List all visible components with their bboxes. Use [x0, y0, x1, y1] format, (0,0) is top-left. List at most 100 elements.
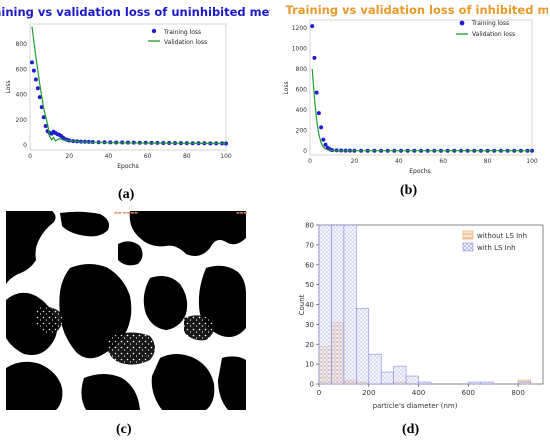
chart-b-xtick-label: 100 [526, 158, 538, 165]
chart-b-ytick-label: 400 [296, 107, 308, 114]
chart-d-xlabel: particle's diameter (nm) [373, 402, 458, 410]
black-blob [81, 374, 140, 410]
black-blob [151, 354, 215, 410]
legend-training-label: Training loss [163, 29, 201, 36]
chart-b-training-point [312, 55, 317, 60]
chart-a: Training vs validation loss of uninhibit… [0, 5, 270, 170]
chart-a-xlabel: Epochs [117, 163, 139, 170]
chart-a-ytick-label: 0 [23, 142, 27, 149]
legend-training-marker [151, 28, 157, 34]
chart-a-training-point [43, 124, 48, 129]
chart-b-training-point [310, 24, 315, 29]
annotation-label: ▬▬ ▬▬▬▬ [114, 210, 138, 215]
chart-a-xtick-label: 100 [220, 153, 232, 160]
caption-c: (c) [116, 422, 132, 437]
chart-a-series-validation-line [31, 26, 227, 145]
chart-b-xtick-label: 20 [351, 158, 359, 165]
chart-d-xtick-label: 0 [317, 389, 321, 397]
chart-d-ytick-label: 0 [310, 381, 314, 389]
chart-b-xtick-label: 0 [308, 158, 312, 165]
chart-d-ytick-label: 30 [305, 321, 314, 329]
chart-a-plot-area [29, 23, 227, 151]
chart-d-bar-with-ls [356, 308, 370, 385]
chart-b-ytick-label: 1000 [292, 46, 307, 53]
chart-b-xtick-label: 40 [395, 158, 403, 165]
chart-a-training-point [31, 68, 36, 73]
chart-a-training-point [33, 77, 38, 82]
chart-b-ytick-label: 200 [296, 127, 308, 134]
black-blob [118, 241, 143, 266]
legend-training-label: Training loss [471, 20, 509, 27]
chart-a-ytick-label: 400 [16, 92, 28, 99]
chart-b-plot-area [309, 19, 533, 156]
chart-b-training-point [323, 142, 328, 147]
chart-b-series-validation-line [311, 69, 532, 152]
chart-a-training-point [37, 95, 42, 100]
chart-a-training-point [41, 115, 46, 120]
legend-validation-label: Validation loss [164, 39, 207, 46]
chart-d-xtick-label: 800 [511, 389, 524, 397]
chart-d-xtick-label: 400 [412, 389, 425, 397]
chart-d-bar-with-ls [380, 371, 394, 385]
speckled-region [107, 332, 155, 365]
chart-d-ytick-label: 20 [305, 341, 314, 349]
chart-a-ylabel: Loss [5, 80, 12, 93]
chart-d-ytick-label: 10 [305, 361, 314, 369]
chart-b-ytick-label: 1200 [292, 25, 307, 32]
chart-b-xlabel: Epochs [409, 168, 431, 175]
chart-d-bar-with-ls [480, 381, 494, 385]
chart-b-ytick-label: 0 [303, 148, 307, 155]
chart-b: Training vs validation loss of inhibited… [283, 3, 548, 175]
chart-d-xtick-label: 600 [462, 389, 475, 397]
chart-a-ytick-label: 800 [16, 41, 28, 48]
black-blob [143, 276, 188, 330]
chart-d-ylabel: Count [298, 294, 306, 315]
chart-d-bar-with-ls [405, 375, 419, 385]
chart-a-xtick-label: 80 [183, 153, 191, 160]
legend-swatch-orange [462, 230, 474, 240]
chart-d-ytick-label: 70 [305, 241, 314, 249]
chart-a-xtick-label: 60 [144, 153, 152, 160]
chart-d-bar-with-ls [517, 381, 531, 385]
chart-b-ytick-label: 600 [296, 87, 308, 94]
caption-b: (b) [400, 183, 418, 198]
chart-b-training-point [321, 137, 326, 142]
chart-a-title: Training vs validation loss of uninhibit… [0, 5, 270, 19]
legend-swatch-blue [462, 242, 474, 252]
legend-label-with: with LS Inh [477, 244, 516, 252]
chart-d-ytick-label: 60 [305, 261, 314, 269]
chart-a-xtick-label: 40 [105, 153, 113, 160]
chart-b-training-point [316, 111, 321, 116]
chart-b-title: Training vs validation loss of inhibited… [286, 3, 548, 17]
legend-training-marker [459, 20, 465, 26]
black-blob [59, 264, 132, 359]
caption-a: (a) [118, 187, 135, 202]
chart-d-bar-with-ls [468, 381, 482, 385]
chart-d-bar-with-ls [418, 381, 432, 385]
chart-d-ytick-label: 40 [305, 301, 314, 309]
black-blob [6, 211, 56, 284]
black-blob [60, 211, 109, 237]
chart-a-training-point [29, 60, 34, 65]
micrograph-image: ▬▬ ▬▬▬▬ ▬▬▬ [6, 210, 248, 410]
chart-d-bar-with-ls [343, 224, 357, 385]
chart-a-legend: Training loss Validation loss [148, 28, 207, 46]
chart-b-xtick-label: 60 [439, 158, 447, 165]
chart-d-bar-with-ls [368, 353, 382, 385]
chart-d: 0 200 400 600 800 0 10 20 30 40 50 60 70 80 without L… [298, 222, 544, 410]
speckled-region [184, 315, 214, 341]
black-blob [129, 211, 246, 256]
chart-d-bar-with-ls [393, 365, 407, 385]
chart-b-ytick-label: 800 [296, 66, 308, 73]
chart-b-training-point [314, 90, 319, 95]
chart-d-legend: without LS Inh with LS Inh [462, 230, 527, 252]
chart-d-xtick-label: 200 [362, 389, 375, 397]
annotation-label: ▬▬▬ [236, 210, 248, 215]
chart-d-ytick-label: 50 [305, 281, 314, 289]
chart-a-xtick-label: 20 [65, 153, 73, 160]
chart-a-xtick-label: 0 [28, 153, 32, 160]
black-blob [6, 361, 63, 410]
chart-b-xtick-label: 80 [484, 158, 492, 165]
speckled-region [36, 306, 63, 334]
chart-a-ytick-label: 200 [16, 117, 28, 124]
